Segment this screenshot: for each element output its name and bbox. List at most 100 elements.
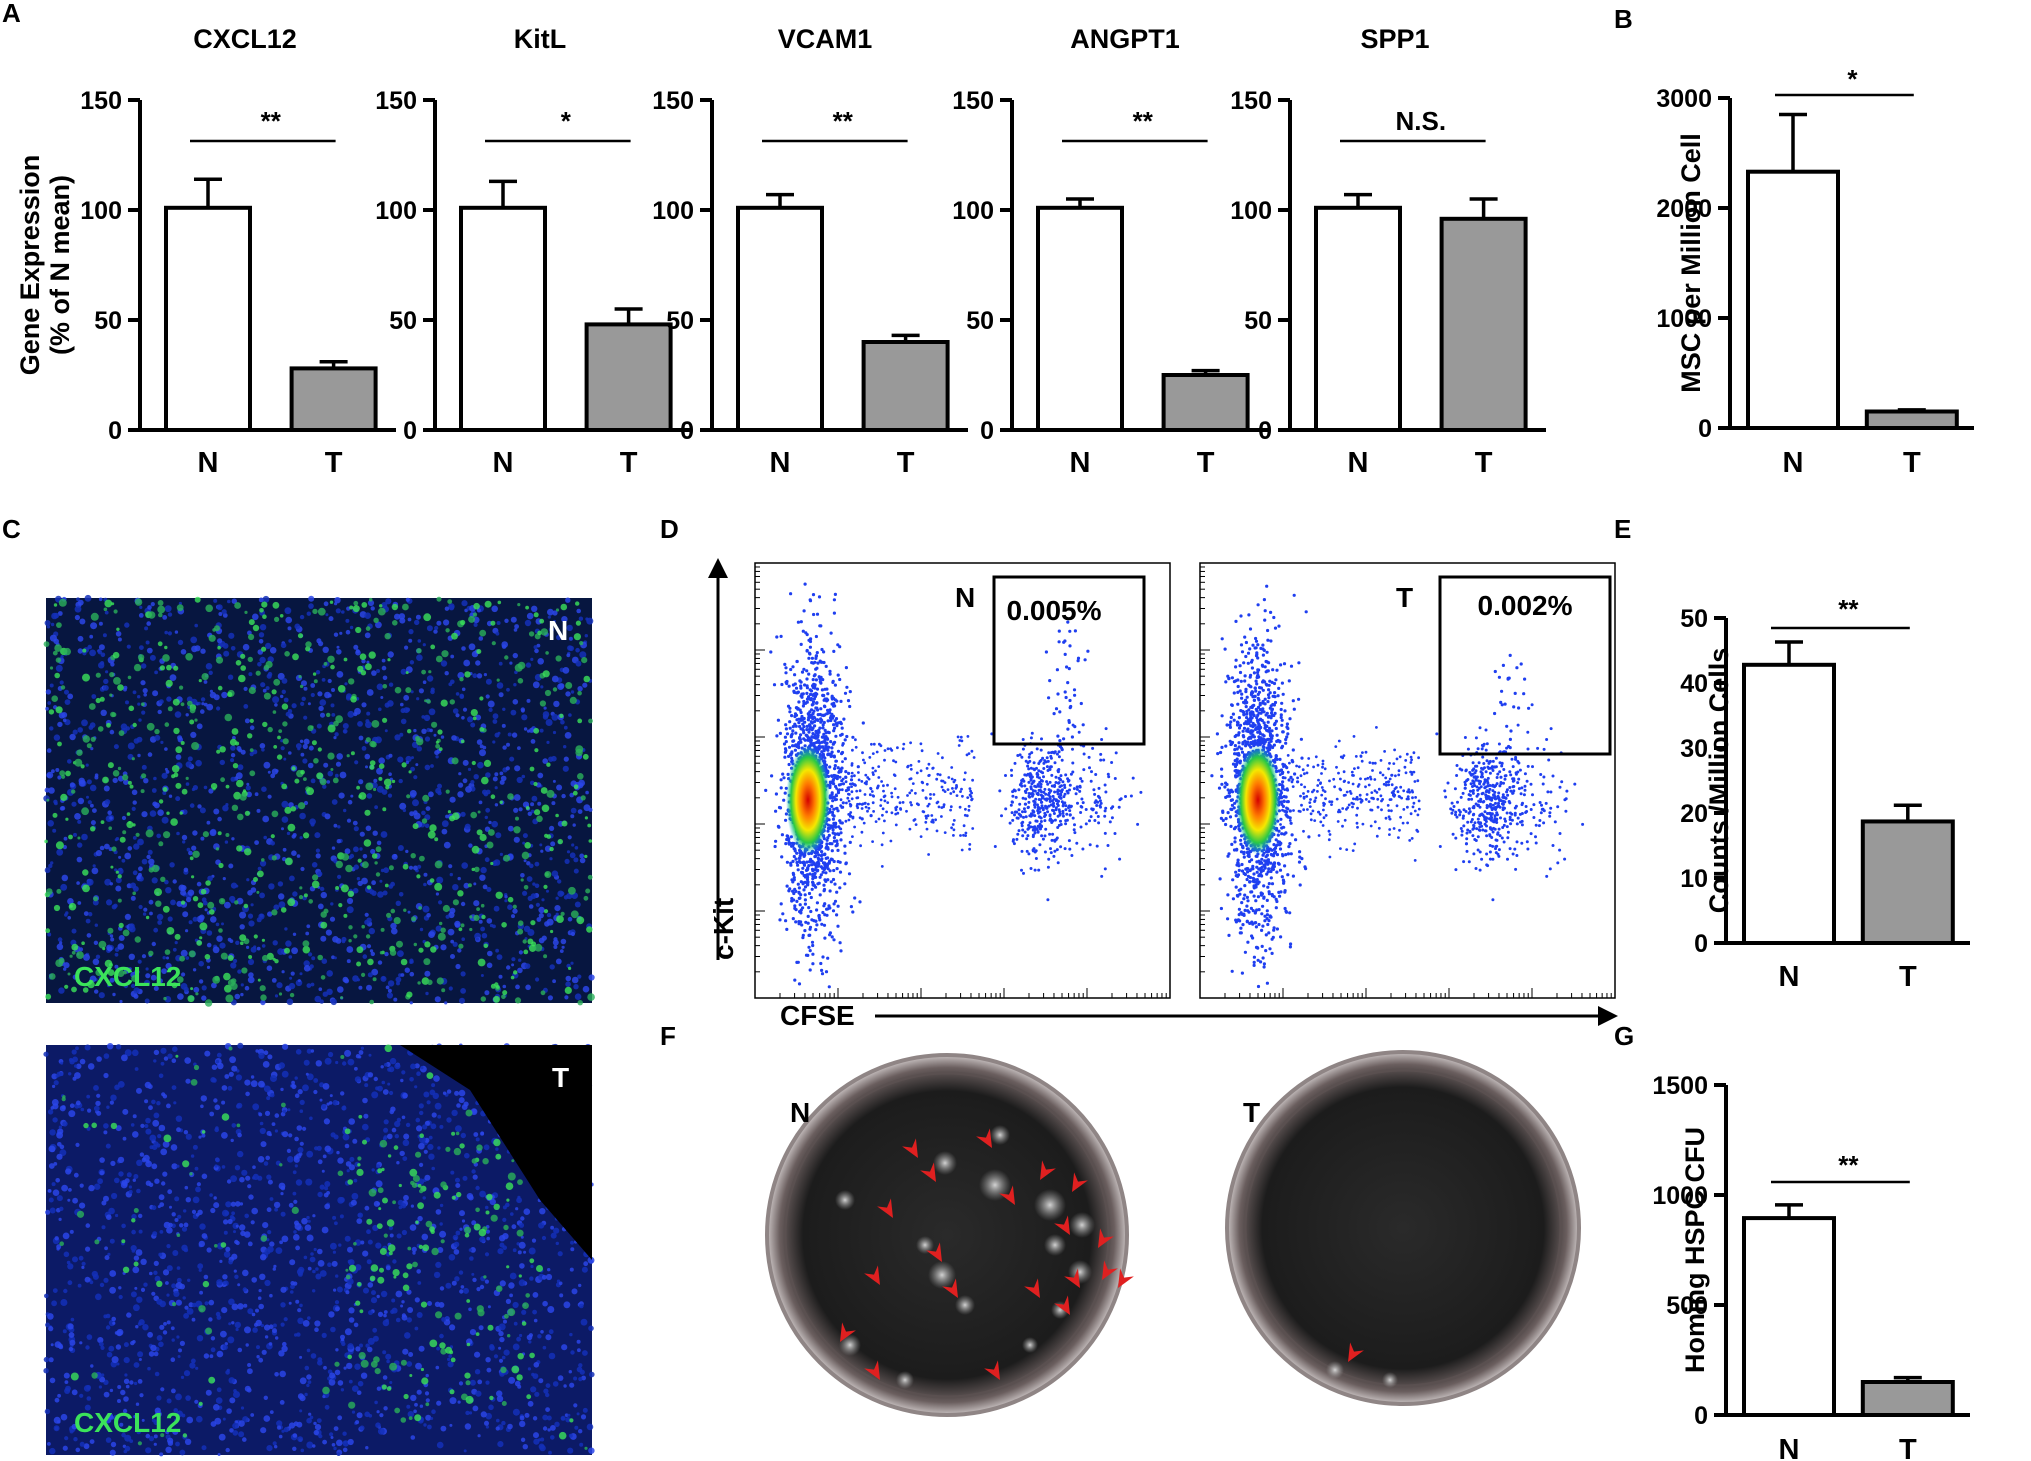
nucleus-dot [327, 678, 332, 684]
cxcl12-signal-dot [507, 1172, 516, 1181]
nucleus-dot [99, 845, 105, 851]
nucleus-dot [109, 882, 114, 886]
cxcl12-signal-dot [356, 1168, 364, 1176]
nucleus-dot [380, 868, 385, 873]
nucleus-dot [347, 1343, 354, 1350]
nucleus-dot [331, 799, 338, 805]
nucleus-dot [228, 1259, 234, 1265]
nucleus-dot [535, 902, 541, 907]
nucleus-dot [244, 1079, 251, 1086]
cxcl12-signal-dot [536, 1265, 543, 1272]
nucleus-dot [185, 956, 190, 960]
cxcl12-signal-dot [323, 662, 328, 666]
nucleus-dot [79, 618, 86, 625]
nucleus-dot [539, 728, 544, 733]
nucleus-dot [389, 1381, 393, 1384]
nucleus-dot [564, 995, 569, 1000]
nucleus-dot [466, 1193, 474, 1200]
nucleus-dot [129, 923, 135, 930]
y-tick-label-e: 20 [1680, 800, 1708, 828]
nucleus-dot [546, 1415, 552, 1421]
cxcl12-signal-dot [406, 1263, 413, 1270]
nucleus-dot [409, 811, 415, 817]
nucleus-dot [51, 1300, 57, 1307]
cxcl12-signal-dot [262, 954, 269, 962]
nucleus-dot [472, 1405, 479, 1412]
nucleus-dot [245, 1091, 250, 1097]
nucleus-dot [176, 900, 183, 907]
flow-event-dot [791, 917, 795, 921]
nucleus-dot [255, 1308, 259, 1313]
y-tick-label-a4: 150 [952, 87, 994, 115]
flow-event-dot [803, 893, 807, 897]
nucleus-dot [104, 878, 112, 886]
nucleus-dot [452, 941, 458, 947]
nucleus-dot [438, 900, 443, 905]
nucleus-dot [74, 1072, 81, 1079]
nucleus-dot [531, 605, 538, 612]
cxcl12-signal-dot [122, 929, 130, 937]
cxcl12-signal-dot [544, 871, 552, 878]
cxcl12-signal-dot [440, 927, 446, 933]
nucleus-dot [413, 812, 421, 820]
nucleus-dot [417, 864, 422, 869]
flow-event-dot [820, 850, 824, 854]
nucleus-dot [563, 745, 567, 749]
nucleus-dot [171, 1388, 176, 1394]
nucleus-dot [366, 1229, 371, 1235]
cxcl12-signal-dot [523, 885, 529, 890]
nucleus-dot [100, 652, 106, 658]
nucleus-dot [257, 866, 262, 871]
nucleus-dot [366, 1259, 372, 1265]
cxcl12-signal-dot [281, 783, 288, 790]
nucleus-dot [268, 883, 275, 890]
nucleus-dot [128, 953, 135, 960]
nucleus-dot [262, 1222, 269, 1229]
cxcl12-signal-dot [194, 596, 201, 603]
nucleus-dot [219, 1259, 223, 1263]
nucleus-dot [95, 850, 102, 857]
nucleus-dot [230, 962, 237, 969]
nucleus-dot [49, 1207, 56, 1214]
nucleus-dot [555, 896, 559, 900]
nucleus-dot [242, 1287, 247, 1292]
cxcl12-signal-dot [65, 770, 71, 777]
cxcl12-signal-dot [506, 1265, 510, 1269]
nucleus-dot [161, 1092, 166, 1097]
nucleus-dot [288, 1301, 292, 1305]
cxcl12-signal-dot [374, 1368, 381, 1375]
nucleus-dot [130, 983, 136, 989]
nucleus-dot [90, 820, 96, 826]
nucleus-dot [465, 786, 472, 793]
nucleus-dot [58, 1125, 63, 1129]
cxcl12-signal-dot [435, 655, 443, 663]
nucleus-dot [138, 718, 142, 722]
nucleus-dot [504, 895, 508, 899]
cxcl12-signal-dot [240, 665, 246, 671]
nucleus-dot [574, 901, 581, 908]
nucleus-dot [572, 823, 576, 827]
nucleus-dot [503, 1349, 510, 1356]
nucleus-dot [445, 914, 450, 919]
nucleus-dot [124, 852, 132, 860]
nucleus-dot [209, 829, 217, 837]
nucleus-dot [416, 1071, 421, 1076]
nucleus-dot [81, 1265, 85, 1269]
cxcl12-signal-dot [361, 602, 368, 608]
nucleus-dot [552, 779, 556, 783]
nucleus-dot [158, 1124, 166, 1132]
nucleus-dot [79, 1341, 83, 1345]
cxcl12-signal-dot [110, 711, 116, 718]
nucleus-dot [374, 736, 382, 744]
cxcl12-signal-dot [220, 1242, 227, 1248]
cxcl12-signal-dot [421, 1377, 429, 1385]
nucleus-dot [204, 908, 208, 912]
nucleus-dot [376, 785, 384, 793]
nucleus-dot [346, 818, 352, 823]
nucleus-dot [319, 1270, 327, 1277]
cxcl12-signal-dot [323, 908, 329, 914]
nucleus-dot [480, 974, 484, 977]
nucleus-dot [394, 1120, 401, 1128]
nucleus-dot [294, 1164, 298, 1168]
